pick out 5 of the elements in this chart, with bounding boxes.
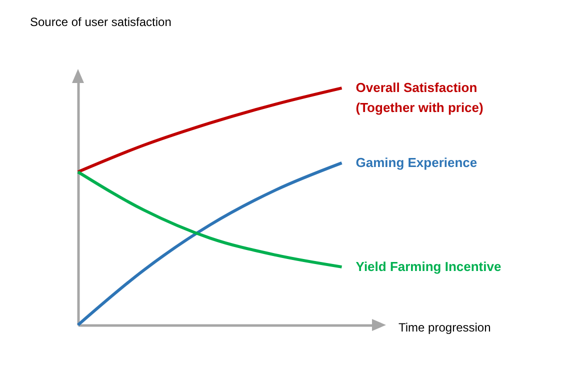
y-axis-title: Source of user satisfaction [30,15,172,29]
series-label: Yield Farming Incentive [356,258,502,274]
series-label: Overall Satisfaction (Together with price) [356,80,484,116]
x-axis-title: Time progression [398,320,491,334]
series-label: Gaming Experience [356,154,478,170]
